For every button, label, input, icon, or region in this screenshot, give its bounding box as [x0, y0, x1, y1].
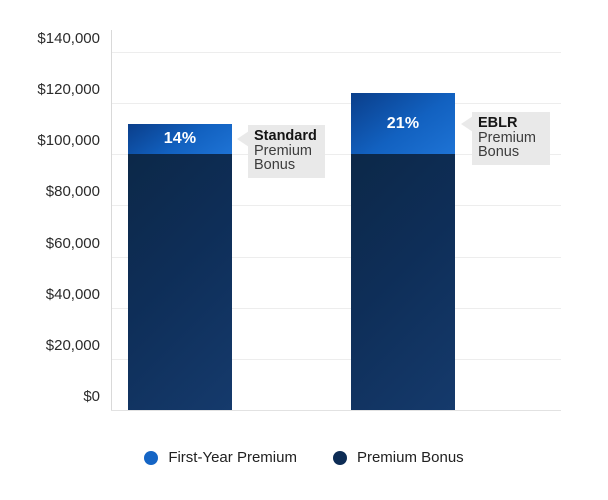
x-axis-baseline — [111, 410, 561, 411]
callout-line: Bonus — [254, 157, 296, 173]
bar-percent-label: 14% — [163, 129, 197, 147]
legend: First-Year Premium Premium Bonus — [0, 450, 608, 466]
bar-segment-premium-bonus — [128, 154, 232, 410]
y-axis-tick-label: $60,000 — [45, 234, 100, 252]
callout-standard-premium-bonus: Standard Premium Bonus — [237, 125, 325, 178]
gridline — [111, 205, 561, 207]
y-axis-tick-label: $80,000 — [45, 183, 100, 201]
legend-swatch-circle-icon — [144, 451, 159, 465]
legend-label: First-Year Premium — [168, 449, 297, 466]
legend-swatch-circle-icon — [332, 451, 347, 465]
gridline — [111, 154, 561, 156]
callout-line: Bonus — [478, 144, 520, 160]
y-axis-tick-label: $100,000 — [37, 132, 100, 150]
callout-title: Standard — [254, 128, 317, 144]
gridline — [111, 103, 561, 105]
bar-segment-first-year-premium: 21% — [351, 92, 455, 155]
callout-eblr-premium-bonus: EBLR Premium Bonus — [461, 112, 550, 165]
legend-label: Premium Bonus — [356, 449, 464, 466]
bar-segment-premium-bonus — [351, 154, 455, 410]
gridline — [111, 358, 561, 360]
callout-title: EBLR — [478, 115, 518, 131]
callout-line: Premium — [478, 129, 537, 146]
y-axis-tick-label: $40,000 — [45, 285, 100, 303]
gridline — [111, 52, 561, 53]
callout-line: Premium — [254, 142, 313, 159]
bar-eblr-premium-bonus: 21% — [351, 92, 455, 410]
y-axis-tick-label: $0 — [83, 388, 100, 405]
legend-item-first-year-premium: First-Year Premium — [144, 450, 297, 466]
callout-left-arrow-icon — [237, 131, 249, 147]
y-axis-tick-label: $140,000 — [37, 30, 100, 47]
callout-left-arrow-icon — [461, 116, 473, 132]
y-axis-tick-label: $120,000 — [37, 81, 100, 99]
y-axis-tick-label: $20,000 — [45, 336, 100, 354]
gridline — [111, 307, 561, 309]
gridline — [111, 256, 561, 258]
legend-item-premium-bonus: Premium Bonus — [332, 449, 464, 466]
bar-segment-first-year-premium: 14% — [128, 123, 232, 155]
bar-standard-premium-bonus: 14% — [128, 123, 232, 410]
y-axis-line — [111, 30, 112, 411]
bar-percent-label: 21% — [386, 114, 420, 132]
